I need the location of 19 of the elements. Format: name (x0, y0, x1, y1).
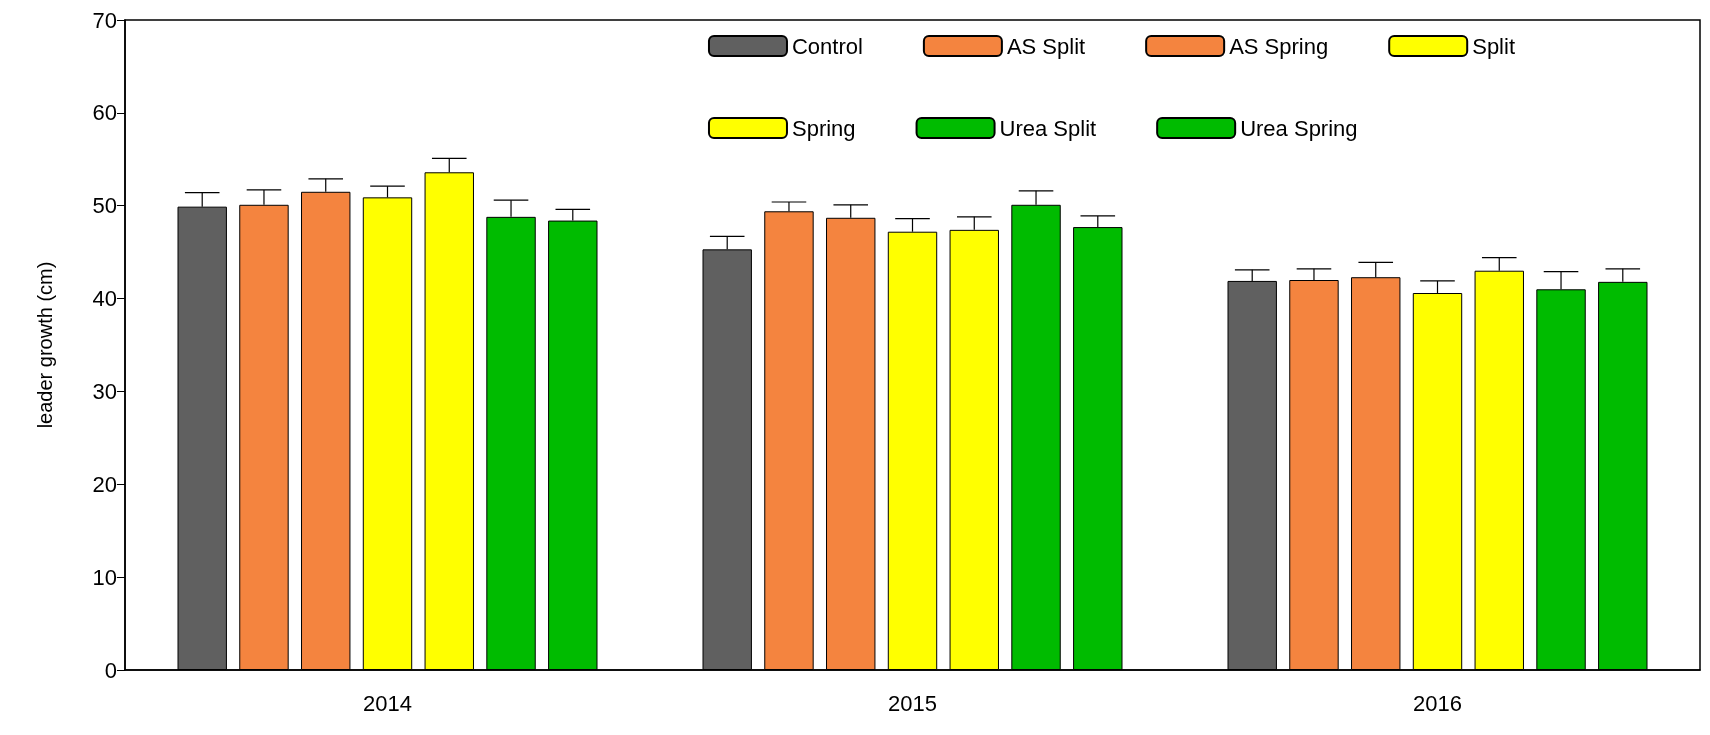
y-tick-label: 20 (92, 471, 117, 497)
y-tick-label: 40 (92, 286, 117, 312)
legend-label: Split (1472, 33, 1515, 59)
y-axis-title: leader growth (cm) (34, 261, 56, 429)
x-tick-label: 2014 (363, 690, 412, 716)
y-tick-label: 70 (92, 7, 117, 33)
legend-label: Urea Spring (1240, 115, 1358, 141)
y-tick-label: 30 (92, 378, 117, 404)
y-tick-label: 0 (104, 657, 117, 683)
y-tick-label: 10 (92, 564, 117, 590)
legend-label: Urea Split (999, 115, 1097, 141)
legend-label: Control (791, 33, 863, 59)
legend-label: AS Spring (1229, 33, 1329, 59)
x-tick-label: 2015 (888, 690, 937, 716)
legend-label: Spring (791, 115, 856, 141)
y-tick-label: 60 (92, 100, 117, 126)
x-tick-label: 2016 (1413, 690, 1462, 716)
y-tick-label: 50 (92, 193, 117, 219)
legend-label: AS Split (1006, 33, 1086, 59)
